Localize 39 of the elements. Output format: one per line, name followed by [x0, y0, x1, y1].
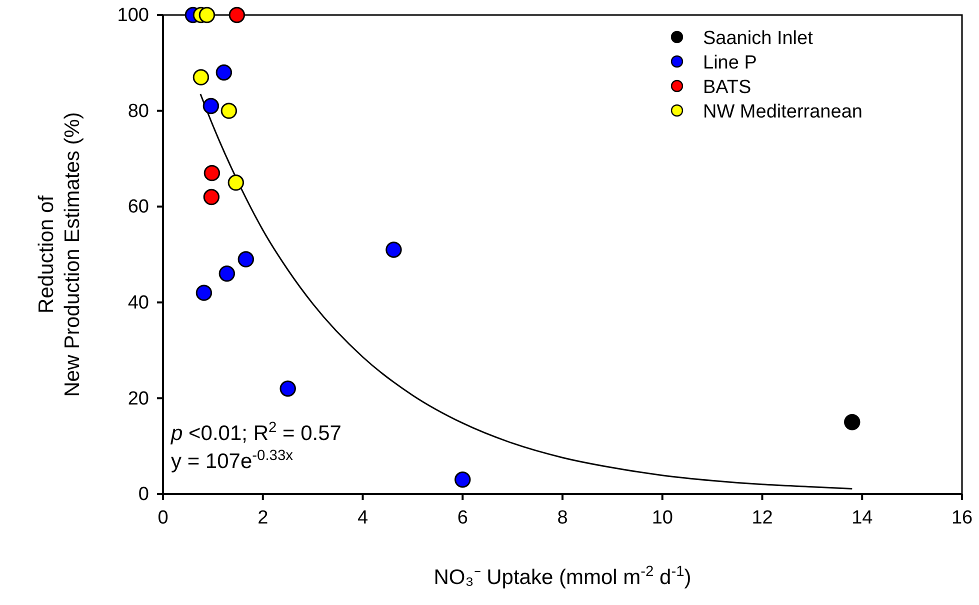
x-tick-label: 16 — [951, 507, 973, 528]
x-tick-label: 4 — [357, 507, 368, 528]
legend-label: Line P — [703, 52, 757, 74]
point — [216, 64, 232, 81]
point — [386, 242, 402, 258]
x-tick-label: 6 — [457, 507, 468, 528]
y-tick-label: 40 — [128, 292, 149, 314]
point — [228, 174, 244, 191]
point — [198, 6, 216, 24]
x-axis-title: NO₃⁻ Uptake (mmol m$^{-2}$ d$^{-1}$) — [434, 564, 692, 589]
point — [196, 284, 212, 301]
point — [202, 98, 220, 114]
point — [228, 6, 246, 24]
annotation: y = 107e$^{-0.33x}$ — [171, 448, 294, 473]
y-tick-label: 100 — [117, 5, 149, 26]
y-tick-label: 60 — [128, 196, 149, 218]
annotation: p <0.01; R$^{2}$ = 0.57 — [170, 420, 342, 445]
point — [454, 472, 471, 488]
point — [192, 69, 210, 86]
y-tick-label: 80 — [128, 100, 149, 122]
x-tick-label: 8 — [557, 507, 568, 528]
point — [280, 380, 296, 397]
x-tick-label: 10 — [652, 507, 673, 528]
y-tick-label: 20 — [128, 388, 149, 410]
point — [218, 266, 236, 282]
point — [238, 251, 254, 268]
x-tick-label: 12 — [752, 507, 773, 528]
y-axis-title: Reduction of New Production Estimates (%) — [35, 112, 84, 397]
x-tick-label: 2 — [258, 507, 268, 528]
y-tick-label: 0 — [138, 484, 149, 506]
point — [203, 188, 220, 206]
point — [844, 414, 860, 430]
x-tick-label: 0 — [158, 507, 168, 528]
legend-label: Saanich Inlet — [703, 28, 814, 49]
legend-label: BATS — [703, 77, 752, 98]
x-tick-label: 14 — [852, 507, 874, 528]
point — [220, 102, 238, 119]
point — [204, 164, 220, 182]
legend-label: NW Mediterranean — [703, 102, 862, 122]
